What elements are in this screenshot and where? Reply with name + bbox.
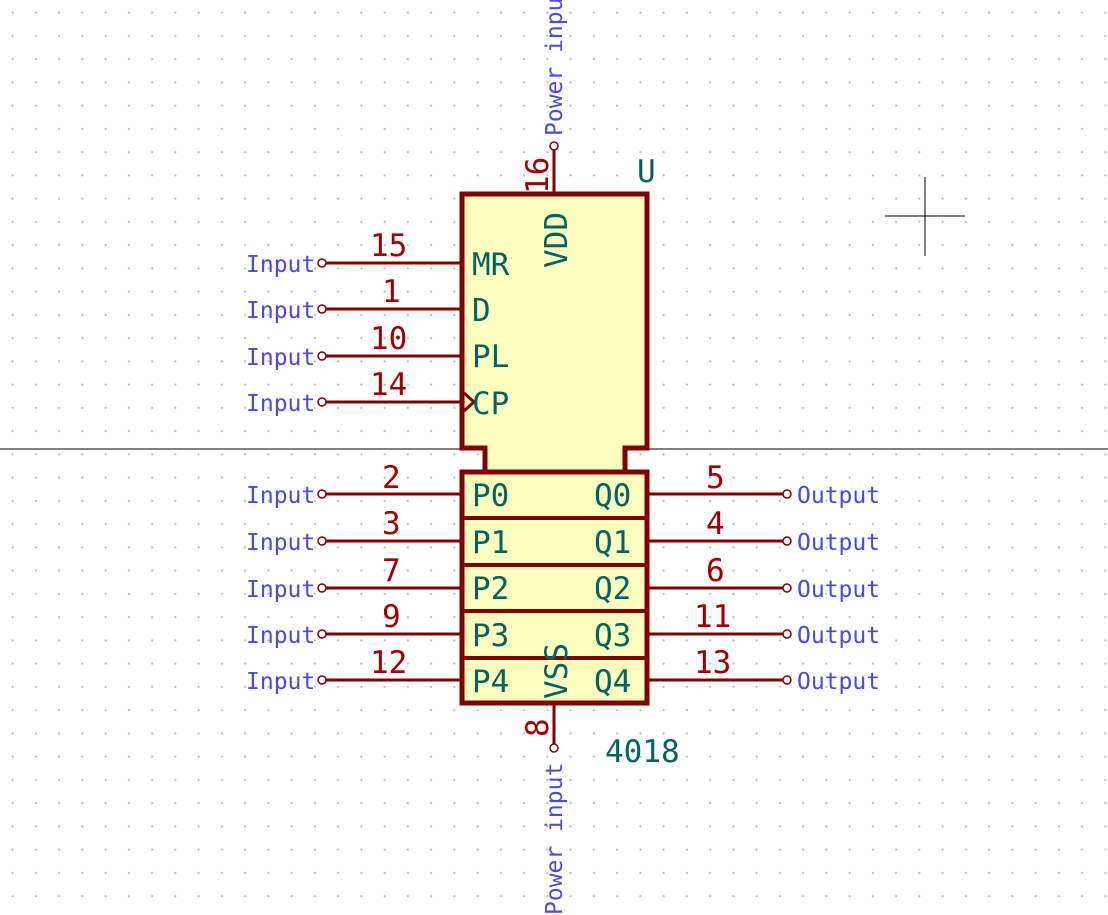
pin-d-number: 1 bbox=[382, 274, 401, 310]
pin-d-name: D bbox=[472, 293, 491, 329]
pin-vdd-endpoint bbox=[549, 141, 559, 151]
pin-p0-type: Input bbox=[246, 483, 315, 509]
pin-p2-number: 7 bbox=[382, 553, 401, 589]
pin-cp-name: CP bbox=[472, 386, 509, 422]
pin-d-type: Input bbox=[246, 298, 315, 324]
pin-q1-name: Q1 bbox=[594, 525, 631, 561]
pin-q0-type: Output bbox=[797, 483, 880, 509]
pin-p0[interactable]: 2 P0 Input bbox=[246, 460, 509, 514]
pin-cp-number: 14 bbox=[370, 367, 407, 403]
pin-vss-type: Power input bbox=[542, 763, 568, 915]
pin-vss-number: 8 bbox=[520, 718, 556, 737]
pin-q4-number: 13 bbox=[694, 645, 731, 681]
pin-p3-number: 9 bbox=[382, 599, 401, 635]
pin-p4-number: 12 bbox=[370, 645, 407, 681]
pin-q1[interactable]: 4 Q1 Output bbox=[594, 506, 880, 561]
pin-q1-number: 4 bbox=[706, 506, 725, 542]
pin-vdd-number: 16 bbox=[520, 157, 556, 194]
pin-pl-name: PL bbox=[472, 339, 509, 375]
pin-pl[interactable]: 10 PL Input bbox=[246, 321, 509, 375]
pin-p2-type: Input bbox=[246, 577, 315, 603]
pin-p1-number: 3 bbox=[382, 506, 401, 542]
component-value[interactable]: 4018 bbox=[605, 734, 680, 770]
pin-q3-name: Q3 bbox=[594, 618, 631, 654]
pin-p0-number: 2 bbox=[382, 460, 401, 496]
pin-q0-name: Q0 bbox=[594, 478, 631, 514]
pin-pl-type: Input bbox=[246, 345, 315, 371]
pin-vss-endpoint bbox=[549, 743, 559, 753]
pin-q2-name: Q2 bbox=[594, 571, 631, 607]
pin-d[interactable]: 1 D Input bbox=[246, 274, 491, 329]
pin-q4[interactable]: 13 Q4 Output bbox=[594, 645, 880, 700]
pin-q4-name: Q4 bbox=[594, 664, 631, 700]
pin-q3-type: Output bbox=[797, 623, 880, 649]
pin-p3-type: Input bbox=[246, 623, 315, 649]
pin-q2-type: Output bbox=[797, 577, 880, 603]
pin-q3-number: 11 bbox=[694, 599, 731, 635]
pin-q0-number: 5 bbox=[706, 460, 725, 496]
component-body[interactable] bbox=[459, 191, 650, 706]
pin-p0-name: P0 bbox=[472, 478, 509, 514]
pin-vss[interactable]: 8 VSS Power input bbox=[520, 643, 575, 915]
pin-q4-type: Output bbox=[797, 669, 880, 695]
pin-p3[interactable]: 9 P3 Input bbox=[246, 599, 509, 654]
pin-mr-number: 15 bbox=[370, 228, 407, 264]
pin-q2[interactable]: 6 Q2 Output bbox=[594, 553, 880, 607]
pin-p2[interactable]: 7 P2 Input bbox=[246, 553, 509, 607]
pin-vss-name: VSS bbox=[539, 643, 575, 699]
pin-vdd[interactable]: 16 VDD Power input bbox=[520, 0, 575, 268]
pin-q1-type: Output bbox=[797, 530, 880, 556]
pin-p4-name: P4 bbox=[472, 664, 509, 700]
pin-p2-name: P2 bbox=[472, 571, 509, 607]
pin-cp-type: Input bbox=[246, 391, 315, 417]
crosshair-cursor-icon bbox=[885, 177, 965, 256]
pin-mr-type: Input bbox=[246, 252, 315, 278]
pin-cp[interactable]: 14 CP Input bbox=[246, 367, 509, 422]
pin-mr[interactable]: 15 MR Input bbox=[246, 228, 510, 283]
pin-p1-name: P1 bbox=[472, 525, 509, 561]
pin-p4[interactable]: 12 P4 Input bbox=[246, 645, 509, 700]
clock-input-icon bbox=[462, 391, 477, 413]
pin-q0[interactable]: 5 Q0 Output bbox=[594, 460, 880, 514]
pin-vdd-type: Power input bbox=[542, 0, 568, 136]
pin-p1[interactable]: 3 P1 Input bbox=[246, 506, 509, 561]
pin-mr-name: MR bbox=[472, 247, 510, 283]
reference-designator[interactable]: U bbox=[637, 154, 656, 190]
pin-vdd-name: VDD bbox=[539, 212, 575, 268]
pin-pl-number: 10 bbox=[370, 321, 407, 357]
pin-p3-name: P3 bbox=[472, 618, 509, 654]
pin-p1-type: Input bbox=[246, 530, 315, 556]
pin-p4-type: Input bbox=[246, 669, 315, 695]
pin-q2-number: 6 bbox=[706, 553, 725, 589]
pin-q3[interactable]: 11 Q3 Output bbox=[594, 599, 880, 654]
